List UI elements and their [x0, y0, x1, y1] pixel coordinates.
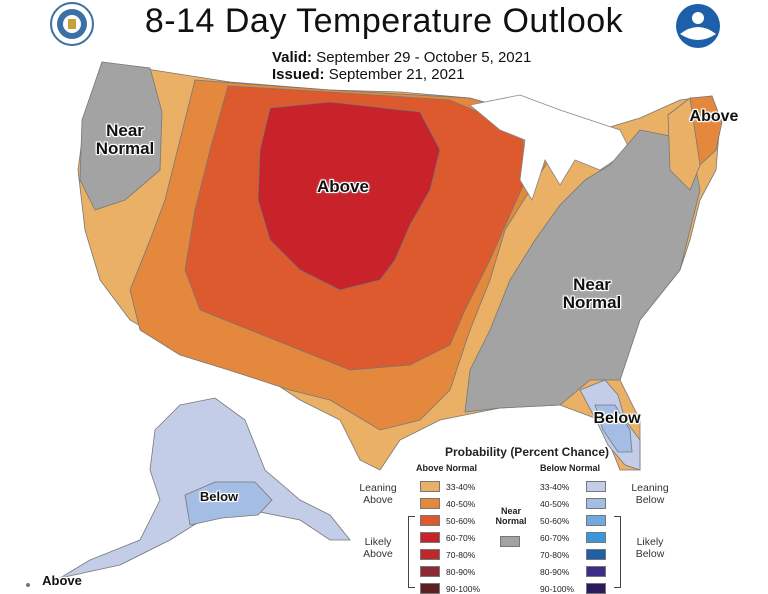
legend-near-normal-label: Near Normal — [495, 506, 527, 526]
legend-below-swatch — [586, 549, 606, 560]
label-florida: Below — [593, 410, 641, 427]
legend-above-label: 33-40% — [446, 482, 476, 492]
legend-below-label: 33-40% — [540, 482, 570, 492]
label-ne: Above — [689, 108, 739, 125]
legend-above-swatch — [420, 481, 440, 492]
legend-below-label: 90-100% — [540, 584, 575, 594]
noaa-logo-icon — [676, 4, 720, 48]
legend-above-label: 60-70% — [446, 533, 476, 543]
legend-below-swatch — [586, 515, 606, 526]
label-se: Near Normal — [562, 275, 622, 312]
label-alaska-south: Above — [42, 573, 82, 588]
legend-below-swatch — [586, 532, 606, 543]
legend-below-swatch — [586, 583, 606, 594]
legend-below-swatch — [586, 566, 606, 577]
legend-below-swatch — [586, 481, 606, 492]
great-lakes — [469, 94, 631, 201]
legend-above-head: Above Normal — [416, 463, 478, 473]
legend-below-head: Below Normal — [540, 463, 601, 473]
region-se-near-normal — [464, 129, 701, 413]
legend-likely-above: Likely Above — [363, 536, 393, 561]
legend-below-label: 70-80% — [540, 550, 570, 560]
legend-above-label: 40-50% — [446, 499, 476, 509]
brace-likely-below — [614, 516, 621, 588]
region-ne-above-lean — [667, 97, 701, 191]
region-nw-near-normal — [79, 61, 163, 211]
aleutian-dot — [26, 583, 30, 587]
legend-below-label: 40-50% — [540, 499, 570, 509]
label-nw: Near Normal — [95, 121, 155, 158]
legend-likely-below: Likely Below — [635, 536, 665, 561]
legend-above-label: 80-90% — [446, 567, 476, 577]
label-central: Above — [317, 177, 369, 196]
legend-above-label: 50-60% — [446, 516, 476, 526]
legend-above-swatch — [420, 566, 440, 577]
legend-below-swatch — [586, 498, 606, 509]
legend-title: Probability (Percent Chance) — [444, 445, 610, 459]
region-above-60-70 — [257, 101, 441, 291]
legend-above-swatch — [420, 583, 440, 594]
brace-likely-above — [408, 516, 415, 588]
legend-above-swatch — [420, 549, 440, 560]
legend-leaning-above: Leaning Above — [359, 482, 397, 507]
legend-leaning-below: Leaning Below — [631, 482, 669, 507]
legend-above-label: 70-80% — [446, 550, 476, 560]
issued-date: Issued: September 21, 2021 — [272, 66, 465, 83]
doc-seal-icon — [50, 2, 94, 46]
legend-below-label: 50-60% — [540, 516, 570, 526]
legend-below-label: 80-90% — [540, 567, 570, 577]
page-title: 8-14 Day Temperature Outlook — [144, 2, 624, 40]
region-florida-below-40 — [594, 404, 633, 453]
legend-above-swatch — [420, 498, 440, 509]
label-alaska-interior: Below — [199, 489, 239, 504]
legend-near-normal-swatch — [500, 536, 520, 547]
legend-above-label: 90-100% — [446, 584, 481, 594]
region-alaska-below-40 — [184, 481, 273, 526]
legend-below-label: 60-70% — [540, 533, 570, 543]
legend-above-swatch — [420, 515, 440, 526]
legend-above-swatch — [420, 532, 440, 543]
valid-dates: Valid: September 29 - October 5, 2021 — [272, 49, 532, 66]
